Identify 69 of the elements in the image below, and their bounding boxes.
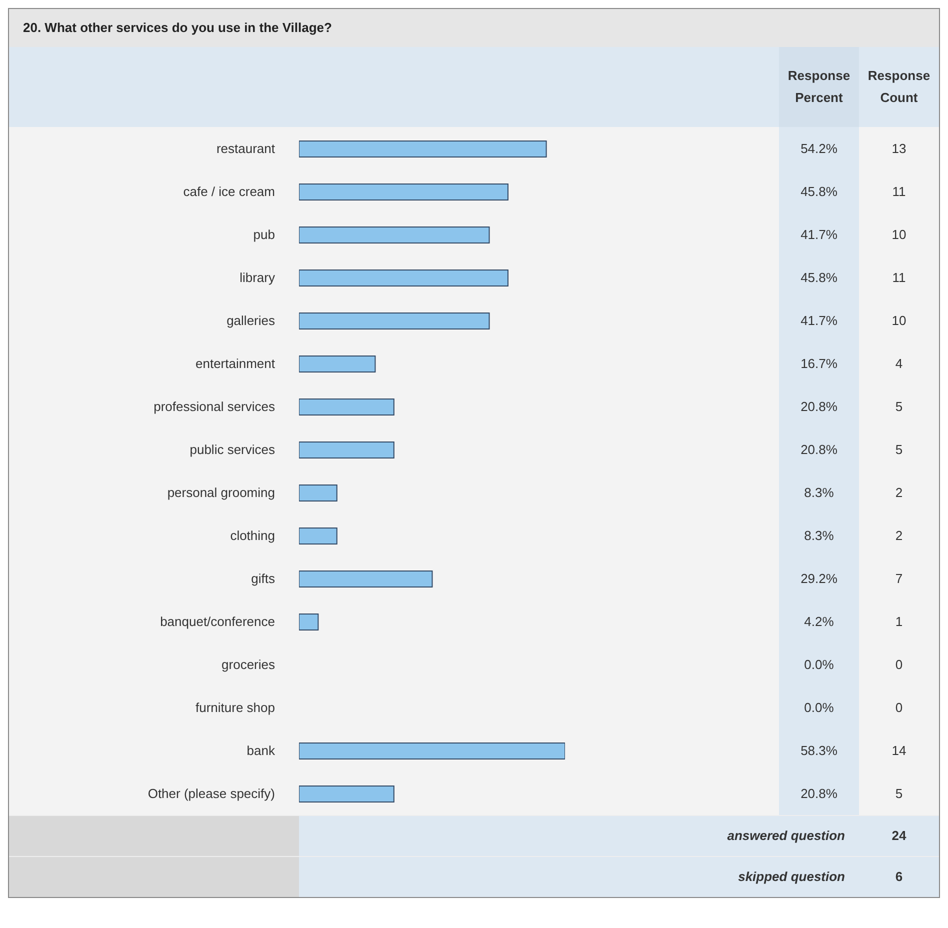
text: 5 (894, 441, 904, 459)
data-label: 41.7% (800, 226, 838, 244)
text: 10 (890, 226, 908, 244)
data-label: 8.3% (803, 527, 835, 545)
y-tick-label: galleries (226, 313, 276, 328)
y-tick-label: entertainment (196, 356, 276, 372)
data-label: 20.8% (800, 785, 838, 803)
text: 13 (890, 140, 908, 158)
text: Response Count (866, 67, 932, 107)
text: 0 (894, 656, 904, 674)
text: 24 (859, 816, 939, 856)
text: 1 (894, 613, 904, 631)
data-label: 45.8% (800, 269, 838, 287)
y-tick-label: groceries (222, 657, 276, 672)
text: answered question (299, 816, 859, 856)
y-tick-label: bank (246, 743, 276, 758)
bar (299, 484, 338, 502)
text: 2 (894, 484, 904, 502)
bar (299, 184, 508, 200)
y-tick-label: clothing (230, 528, 275, 544)
bar (299, 270, 508, 286)
bar (299, 528, 338, 544)
data-label: 0.0% (803, 656, 835, 674)
y-tick-label: pub (253, 227, 275, 242)
text: 4 (894, 355, 904, 373)
bar (299, 786, 394, 802)
bar (299, 614, 319, 630)
data-label: 58.3% (800, 742, 838, 760)
y-tick-label: furniture shop (196, 700, 275, 716)
y-tick-label: gifts (251, 571, 276, 586)
bar (299, 140, 547, 158)
y-tick-label: banquet/conference (160, 614, 275, 630)
bar (299, 312, 490, 330)
text: 10 (890, 312, 908, 330)
text: 6 (859, 857, 939, 897)
y-tick-label: cafe / ice cream (183, 184, 275, 200)
y-tick-label: public services (190, 442, 276, 458)
bar (299, 226, 490, 244)
data-label: 54.2% (800, 140, 838, 158)
bar (299, 442, 394, 458)
data-label: 8.3% (803, 484, 835, 502)
text: 0 (894, 699, 904, 717)
data-label: 0.0% (803, 699, 835, 717)
y-tick-label: restaurant (216, 141, 276, 156)
y-tick-label: Other (please specify) (148, 786, 275, 802)
data-label: 20.8% (800, 398, 838, 416)
bar (299, 398, 394, 416)
data-label: 16.7% (800, 355, 838, 373)
text: 20. What other services do you use in the Village? (9, 9, 939, 47)
text: 5 (894, 398, 904, 416)
data-label: 41.7% (800, 312, 838, 330)
text: 7 (894, 570, 904, 588)
text: 5 (894, 785, 904, 803)
text: 14 (890, 742, 908, 760)
text: skipped question (299, 857, 859, 897)
text: 2 (894, 527, 904, 545)
text: 11 (891, 183, 907, 201)
bar (299, 356, 376, 372)
bar (299, 742, 565, 760)
y-tick-label: professional services (154, 399, 276, 414)
data-label: 4.2% (803, 613, 835, 631)
y-tick-label: library (240, 270, 276, 286)
y-tick-label: personal grooming (167, 485, 275, 500)
data-label: 45.8% (800, 183, 838, 201)
text: Response Percent (779, 47, 859, 127)
bar (299, 570, 433, 588)
text: 11 (891, 269, 907, 287)
data-label: 20.8% (800, 441, 838, 459)
data-label: 29.2% (800, 570, 838, 588)
